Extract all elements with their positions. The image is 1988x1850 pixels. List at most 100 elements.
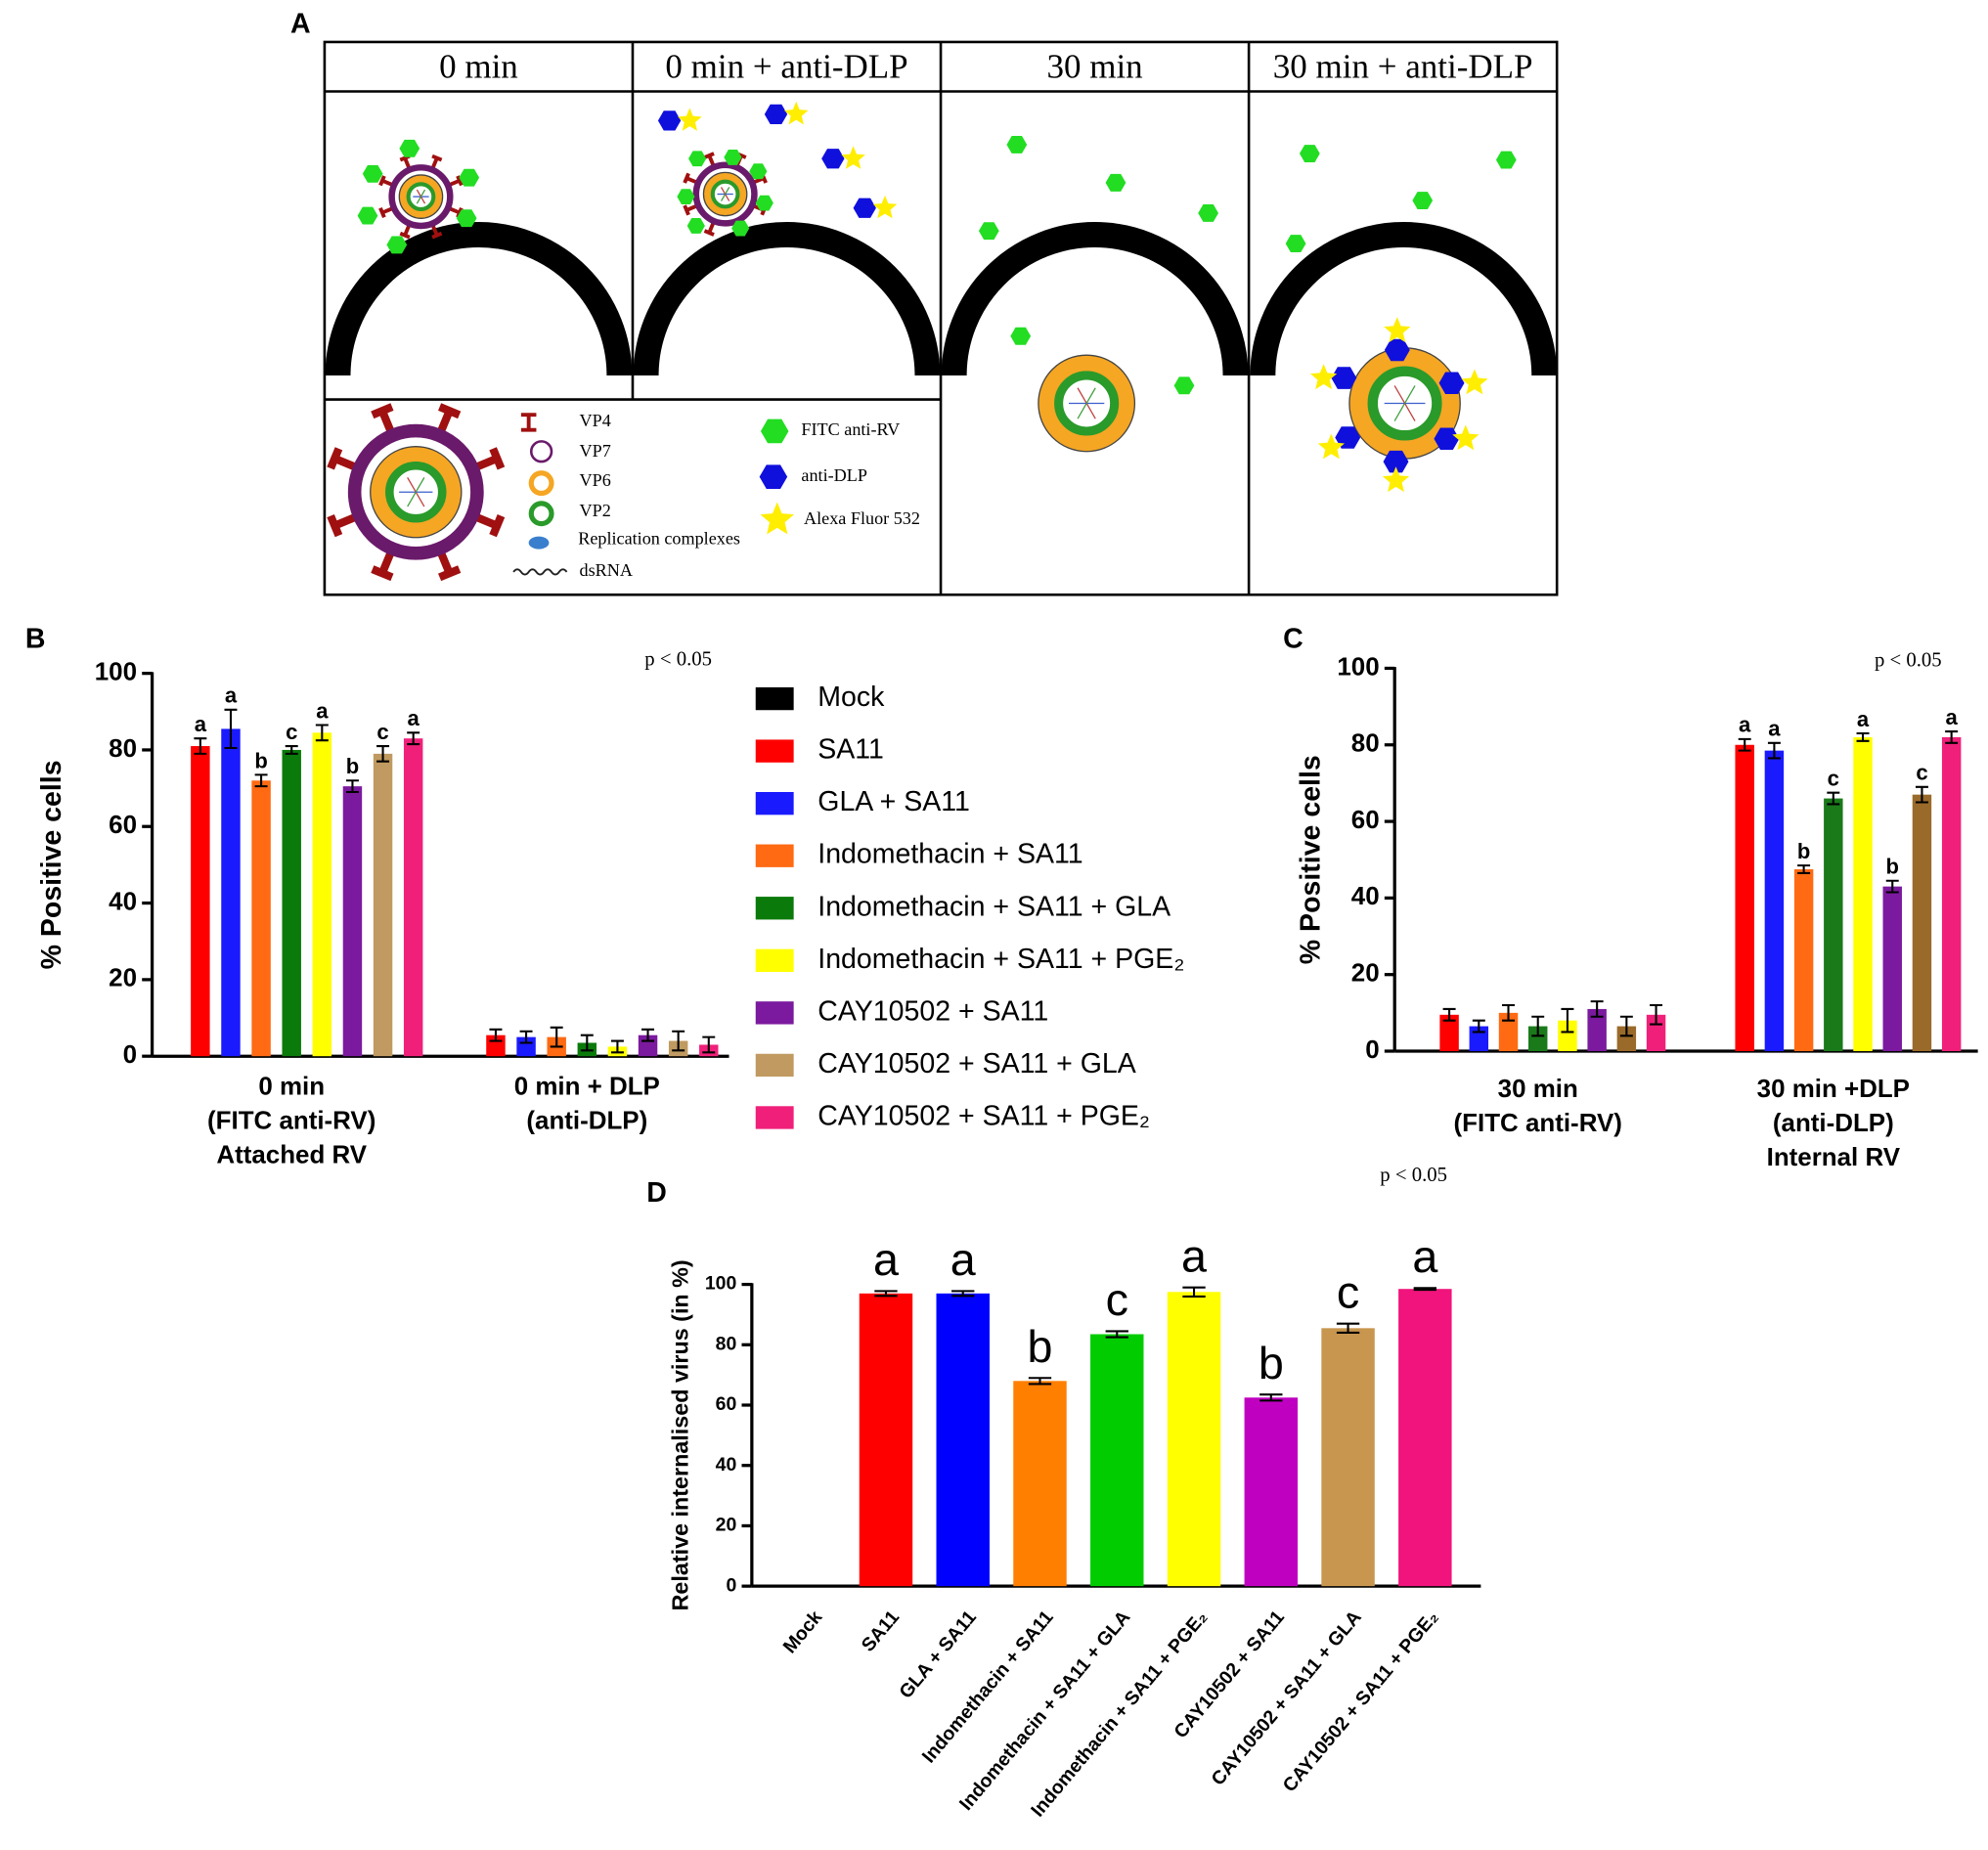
antibody-icon (1438, 372, 1465, 395)
dsrna (1393, 385, 1406, 404)
significance-letter: a (408, 706, 420, 730)
bar (1090, 1334, 1144, 1587)
antibody-icon (764, 104, 788, 124)
x-tick-label: 0 min + DLP (514, 1073, 660, 1100)
error-bar (315, 724, 329, 742)
panel-header: 0 min + anti-DLP (665, 48, 907, 86)
spike-head (489, 513, 506, 538)
x-tick-label: 0 min (258, 1073, 325, 1100)
error-bar (1650, 1003, 1663, 1026)
legend-swatch (755, 1053, 794, 1078)
error-bar (1105, 1330, 1128, 1339)
antibody-icon (1335, 426, 1361, 449)
bar (1764, 750, 1785, 1052)
legend-text: Alexa Fluor 532 (804, 508, 920, 528)
y-tick-label: 20 (716, 1515, 737, 1536)
legend-text: dsRNA (580, 560, 633, 580)
dsrna (1077, 387, 1087, 404)
error-bar (1028, 1377, 1052, 1386)
bar (1941, 736, 1962, 1052)
y-tick-label: 40 (716, 1454, 737, 1476)
antibody-icon (1495, 151, 1517, 169)
error-bar (1738, 737, 1751, 752)
y-tick-label: 20 (1351, 960, 1380, 988)
y-tick-label: 100 (1337, 653, 1379, 681)
dsrna (415, 477, 425, 493)
error-bar (1472, 1019, 1485, 1034)
spike-head (431, 154, 443, 162)
antibody-icon (1299, 145, 1320, 162)
error-bar (550, 1026, 563, 1048)
spike-head (438, 565, 462, 582)
panel-label: A (290, 9, 311, 40)
significance-letter: b (1028, 1321, 1053, 1372)
dsrna (1085, 387, 1096, 404)
spike-head (431, 231, 443, 240)
bar (1912, 794, 1932, 1052)
fluor-icon (1309, 364, 1338, 390)
significance-letter: a (1412, 1231, 1437, 1282)
rc-icon (528, 536, 550, 550)
antibody-icon (978, 222, 999, 241)
error-bar (1442, 1007, 1456, 1022)
panel-a-frame (323, 40, 1559, 596)
x-tick-label: 30 min (1498, 1076, 1578, 1103)
error-bar (407, 731, 420, 746)
error-bar (285, 744, 298, 755)
significance-letter: a (1181, 1230, 1207, 1281)
legend-swatch (755, 739, 794, 763)
y-tick-label: 40 (109, 888, 137, 915)
y-tick-label: 40 (1351, 883, 1380, 910)
bar (1244, 1397, 1299, 1587)
annotation: p < 0.05 (644, 648, 712, 670)
error-bar (1531, 1015, 1545, 1037)
spike-head (683, 204, 690, 216)
antibody-icon (677, 189, 695, 205)
x-tick-label: Internal RV (1767, 1144, 1901, 1171)
panel-label: D (646, 1177, 667, 1209)
legend-label: CAY10502 + SA11 + GLA (817, 1048, 1136, 1079)
significance-letter: a (316, 698, 329, 723)
significance-letter: c (376, 720, 388, 744)
x-tick-label: CAY10502 + SA11 + GLA (1207, 1607, 1365, 1789)
significance-letter: a (1768, 717, 1781, 741)
dsrna (416, 196, 422, 204)
antibody-icon (759, 464, 788, 489)
annotation: p < 0.05 (1380, 1165, 1447, 1186)
significance-letter: c (1337, 1266, 1359, 1317)
antibody-icon (657, 110, 682, 131)
x-tick-label: Indomethacin + SA11 (918, 1607, 1058, 1767)
x-tick-label: SA11 (858, 1607, 905, 1656)
legend-text: VP7 (580, 441, 611, 461)
legend-label: Indomethacin + SA11 + GLA (817, 891, 1171, 922)
error-bar (641, 1028, 655, 1042)
bar (403, 738, 423, 1057)
dsrna (725, 194, 730, 201)
antibody-icon (755, 195, 773, 211)
significance-letter: c (1828, 767, 1839, 791)
error-bar (1856, 731, 1870, 742)
legend-text: FITC anti-RV (801, 419, 900, 439)
legend-label: GLA + SA11 (817, 786, 970, 817)
spike-head (371, 403, 394, 419)
y-axis-title: Relative internalised virus (in %) (668, 1259, 693, 1610)
legend-text: anti-DLP (801, 465, 867, 485)
antibody-icon (1331, 367, 1357, 389)
membrane (941, 222, 1249, 375)
legend-swatch (755, 948, 794, 972)
dsrna (1404, 403, 1416, 421)
significance-letter: a (873, 1234, 899, 1285)
spike-head (378, 175, 386, 187)
spike-head (489, 447, 506, 470)
antibody-icon (821, 149, 845, 169)
antibody-icon (688, 151, 707, 167)
y-tick-label: 0 (123, 1041, 137, 1069)
antibody-icon (1285, 235, 1306, 253)
antibody-icon (459, 168, 480, 187)
y-tick-label: 0 (726, 1574, 736, 1596)
spike (332, 455, 359, 471)
fluor-icon (1452, 424, 1480, 451)
legend-text: VP6 (580, 470, 611, 490)
legend-swatch (755, 897, 794, 920)
antibody-icon (456, 209, 477, 228)
